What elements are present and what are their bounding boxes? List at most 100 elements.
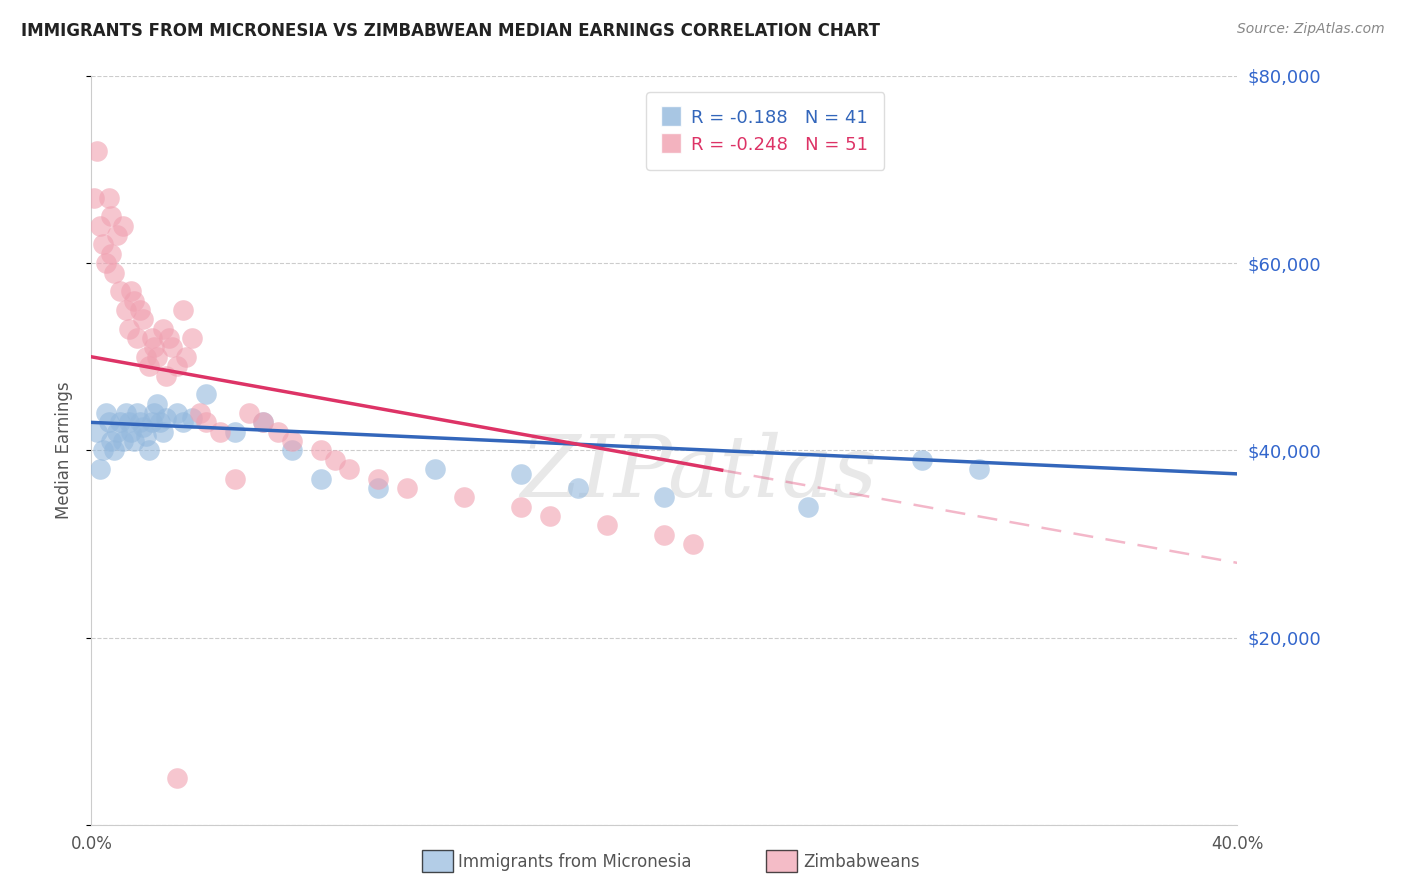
Point [166, 406, 188, 420]
Point [796, 500, 818, 514]
Point [323, 452, 346, 467]
Point [337, 462, 360, 476]
Point [149, 415, 172, 429]
Point [135, 350, 157, 364]
Text: IMMIGRANTS FROM MICRONESIA VS ZIMBABWEAN MEDIAN EARNINGS CORRELATION CHART: IMMIGRANTS FROM MICRONESIA VS ZIMBABWEAN… [21, 22, 880, 40]
Point [224, 471, 246, 485]
Point [152, 425, 174, 439]
Point [91, 443, 114, 458]
Point [138, 443, 160, 458]
Point [911, 452, 934, 467]
Point [155, 368, 177, 383]
Point [252, 415, 274, 429]
Text: Immigrants from Micronesia: Immigrants from Micronesia [458, 854, 692, 871]
Point [266, 425, 288, 439]
Point [97, 415, 120, 429]
Legend: R = -0.188   N = 41, R = -0.248   N = 51: R = -0.188 N = 41, R = -0.248 N = 51 [647, 93, 884, 169]
Point [143, 406, 166, 420]
Point [103, 266, 125, 280]
Point [188, 406, 211, 420]
Point [103, 443, 125, 458]
Point [132, 312, 155, 326]
Point [114, 302, 136, 317]
Point [94, 256, 117, 270]
Text: Source: ZipAtlas.com: Source: ZipAtlas.com [1237, 22, 1385, 37]
Point [138, 359, 160, 374]
Point [596, 518, 619, 533]
Point [86, 425, 108, 439]
Point [121, 284, 143, 298]
Point [238, 406, 260, 420]
Point [111, 434, 134, 449]
Point [100, 209, 122, 223]
Point [567, 481, 589, 495]
Y-axis label: Median Earnings: Median Earnings [55, 382, 73, 519]
Point [652, 490, 675, 504]
Point [652, 527, 675, 541]
Point [132, 420, 155, 434]
Point [252, 415, 274, 429]
Point [100, 246, 122, 260]
Text: Zimbabweans: Zimbabweans [803, 854, 920, 871]
Point [135, 429, 157, 443]
Point [129, 302, 152, 317]
Point [166, 771, 188, 786]
Point [395, 481, 418, 495]
Point [141, 415, 163, 429]
Point [94, 406, 117, 420]
Point [100, 434, 122, 449]
Point [682, 537, 704, 551]
Point [172, 302, 194, 317]
Point [180, 331, 202, 345]
Point [194, 387, 217, 401]
Point [114, 406, 136, 420]
Point [105, 425, 128, 439]
Point [108, 415, 131, 429]
Point [124, 293, 146, 308]
Point [127, 331, 149, 345]
Point [105, 227, 128, 242]
Point [89, 219, 111, 233]
Point [209, 425, 232, 439]
Point [97, 191, 120, 205]
Point [166, 359, 188, 374]
Point [453, 490, 475, 504]
Point [155, 410, 177, 425]
Point [172, 415, 194, 429]
Point [141, 331, 163, 345]
Point [157, 331, 180, 345]
Point [121, 425, 143, 439]
Point [309, 443, 332, 458]
Point [194, 415, 217, 429]
Point [86, 144, 108, 158]
Point [129, 415, 152, 429]
Point [117, 322, 139, 336]
Point [152, 322, 174, 336]
Point [510, 467, 533, 481]
Point [111, 219, 134, 233]
Point [174, 350, 197, 364]
Point [146, 396, 169, 410]
Point [510, 500, 533, 514]
Point [117, 415, 139, 429]
Text: ZIPatlas: ZIPatlas [520, 432, 877, 515]
Point [367, 481, 389, 495]
Point [224, 425, 246, 439]
Point [538, 508, 561, 523]
Point [146, 350, 169, 364]
Point [143, 340, 166, 354]
Point [367, 471, 389, 485]
Point [89, 462, 111, 476]
Point [281, 443, 304, 458]
Point [127, 406, 149, 420]
Point [91, 237, 114, 252]
Point [83, 191, 105, 205]
Point [309, 471, 332, 485]
Point [124, 434, 146, 449]
Point [423, 462, 446, 476]
Point [281, 434, 304, 449]
Point [969, 462, 991, 476]
Point [160, 340, 183, 354]
Point [180, 410, 202, 425]
Point [108, 284, 131, 298]
